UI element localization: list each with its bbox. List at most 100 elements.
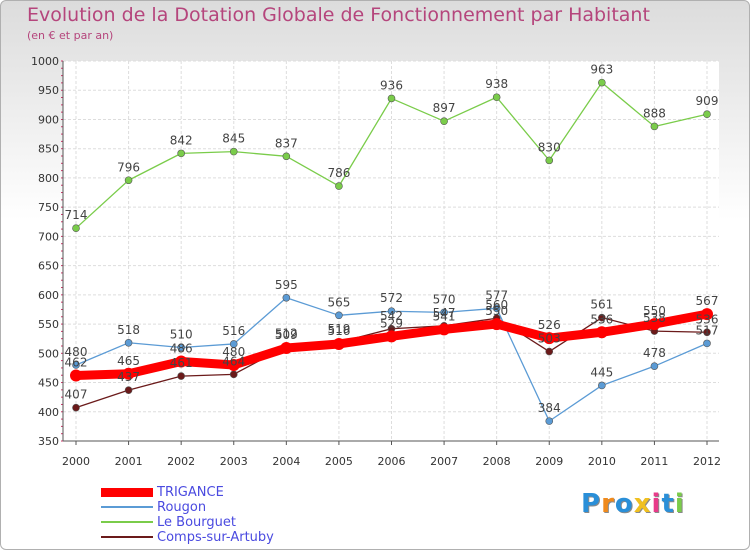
series-point-0: [490, 318, 503, 331]
x-tick-label: 2008: [483, 455, 511, 468]
y-tick-label: 450: [38, 377, 59, 390]
data-label: 796: [117, 160, 140, 174]
series-point-3: [545, 347, 554, 356]
series-point-2: [72, 224, 80, 232]
x-tick-label: 2001: [115, 455, 143, 468]
logo-letter: t: [661, 489, 675, 519]
chart-title: Evolution de la Dotation Globale de Fonc…: [27, 4, 650, 26]
data-label: 518: [117, 323, 140, 337]
series-point-2: [440, 117, 448, 126]
data-label: 529: [380, 316, 403, 330]
series-point-1: [440, 308, 448, 317]
series-point-3: [703, 328, 711, 337]
y-tick-label: 850: [38, 143, 59, 156]
data-label: 570: [433, 292, 456, 306]
data-label: 503: [538, 332, 561, 346]
series-point-0: [595, 326, 608, 339]
series-point-2: [545, 156, 554, 165]
series-point-1: [335, 311, 343, 320]
series-point-1: [124, 338, 133, 347]
data-label: 595: [275, 278, 298, 292]
data-label: 478: [643, 346, 666, 360]
series-point-1: [72, 361, 80, 369]
series-point-1: [598, 381, 606, 390]
data-label: 837: [275, 136, 298, 150]
x-tick-label: 2007: [430, 455, 458, 468]
data-label: 565: [327, 295, 350, 309]
data-label: 465: [117, 354, 140, 368]
data-label: 480: [222, 345, 245, 359]
legend-swatch: [101, 521, 153, 523]
data-label: 938: [485, 77, 508, 91]
data-label: 561: [590, 298, 613, 312]
legend-label: Rougon: [157, 500, 207, 515]
logo-letter: o: [614, 489, 634, 519]
data-label: 888: [643, 106, 666, 120]
data-label: 542: [380, 309, 403, 323]
data-label: 909: [696, 94, 719, 108]
legend-label: TRIGANCE: [157, 485, 224, 500]
series-point-2: [387, 94, 396, 103]
data-label: 445: [590, 365, 613, 379]
series-point-2: [229, 147, 238, 156]
data-label: 516: [327, 324, 350, 338]
data-label: 536: [696, 312, 719, 326]
series-point-1: [703, 339, 711, 348]
x-tick-label: 2004: [272, 455, 300, 468]
data-label: 897: [433, 101, 456, 115]
data-label: 517: [696, 323, 719, 337]
data-label: 384: [538, 401, 561, 415]
data-label: 786: [327, 166, 350, 180]
series-point-3: [72, 403, 80, 412]
series-point-2: [124, 176, 133, 185]
series-point-3: [598, 313, 606, 322]
series-point-0: [70, 369, 82, 382]
data-label: 567: [696, 294, 719, 308]
x-tick-label: 2009: [535, 455, 563, 468]
series-point-2: [703, 110, 711, 118]
data-label: 842: [170, 133, 193, 147]
x-tick-label: 2005: [325, 455, 353, 468]
y-tick-label: 650: [38, 260, 59, 273]
data-label: 510: [170, 327, 193, 341]
data-label: 830: [538, 140, 561, 154]
data-label: 550: [485, 304, 508, 318]
x-tick-label: 2012: [693, 455, 721, 468]
y-tick-label: 500: [38, 347, 59, 360]
data-label: 480: [65, 345, 88, 359]
data-label: 845: [222, 132, 245, 146]
data-label: 963: [590, 63, 613, 77]
x-tick-label: 2006: [378, 455, 406, 468]
series-point-2: [335, 182, 343, 190]
data-label: 437: [117, 370, 140, 384]
data-label: 509: [275, 328, 298, 342]
series-point-1: [282, 293, 291, 302]
data-label: 512: [275, 326, 298, 340]
legend-label: Comps-sur-Artuby: [157, 530, 274, 545]
x-tick-label: 2000: [62, 455, 90, 468]
data-label: 547: [433, 306, 456, 320]
data-label: 577: [485, 288, 508, 302]
x-tick-label: 2003: [220, 455, 248, 468]
series-point-0: [701, 308, 713, 321]
y-tick-label: 550: [38, 318, 59, 331]
y-tick-label: 800: [38, 172, 59, 185]
y-tick-label: 750: [38, 201, 59, 214]
series-point-2: [177, 149, 185, 158]
series-point-1: [545, 417, 554, 425]
y-tick-label: 950: [38, 84, 59, 97]
data-label: 464: [222, 354, 245, 368]
series-point-0: [543, 332, 556, 345]
y-tick-label: 900: [38, 113, 59, 126]
y-tick-label: 1000: [31, 55, 59, 68]
series-point-1: [229, 340, 238, 348]
series-point-0: [122, 367, 135, 380]
data-label: 519: [327, 322, 350, 336]
series-point-2: [598, 78, 606, 87]
y-tick-label: 400: [38, 406, 59, 419]
series-point-0: [438, 323, 451, 336]
y-tick-label: 700: [38, 230, 59, 243]
data-label: 538: [643, 311, 666, 325]
